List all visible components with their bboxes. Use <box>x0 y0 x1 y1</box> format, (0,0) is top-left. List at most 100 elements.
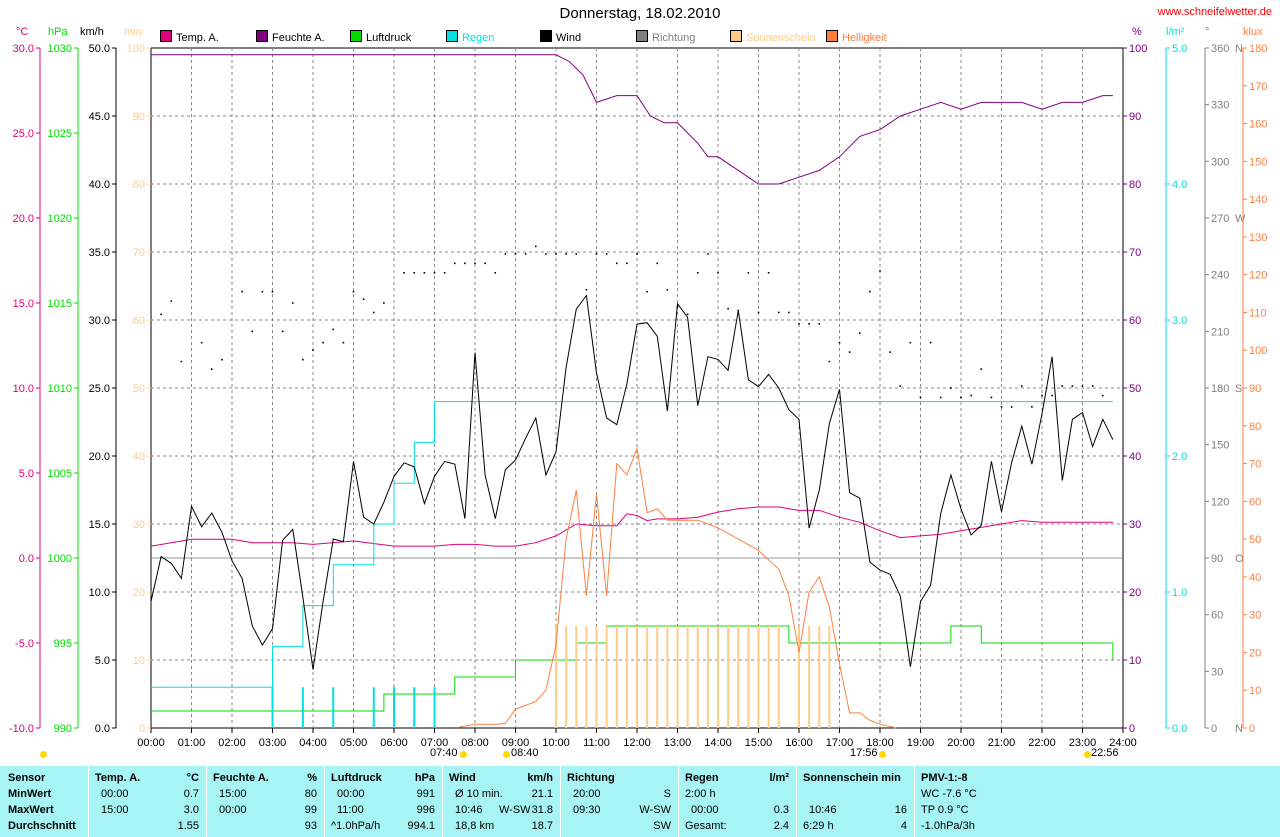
generated-sun-icon <box>40 751 47 758</box>
richtung-point <box>727 307 729 310</box>
stats-wind-avg: 18.7 <box>531 820 553 832</box>
richtung-point <box>433 271 436 274</box>
humidity-tick-label: 40 <box>1129 451 1141 463</box>
legend-temp-label: Temp. A. <box>176 32 219 44</box>
x-tick-label: 01:00 <box>178 737 206 749</box>
x-tick-label: 02:00 <box>218 737 246 749</box>
richtung-point <box>372 311 375 314</box>
richtung-point <box>1081 385 1084 387</box>
richtung-point <box>322 341 324 344</box>
stats-avg-label: Durchschnitt <box>8 820 76 832</box>
pressure-tick-label: 1030 <box>48 43 72 55</box>
richtung-point <box>899 385 902 387</box>
light-tick-label: 60 <box>1249 496 1261 508</box>
richtung-point <box>595 253 598 255</box>
richtung-point <box>362 298 365 301</box>
x-tick-label: 14:00 <box>704 737 732 749</box>
sun-tick-label: 10 <box>133 655 145 667</box>
richtung-point <box>777 311 780 314</box>
richtung-point <box>879 270 881 272</box>
humidity-tick-label: 30 <box>1129 519 1141 531</box>
sun-full-time: 08:40 <box>511 747 539 759</box>
stats-humidity-max-time: 00:00 <box>219 804 247 816</box>
sun-tick-label: 30 <box>133 519 145 531</box>
wind-tick-label: 15.0 <box>89 519 110 531</box>
wind-tick-label: 10.0 <box>89 587 110 599</box>
legend-wind: Wind <box>540 30 581 44</box>
legend-pressure-label: Luftdruck <box>366 32 412 44</box>
stats-col-humidity: Feuchte A. % 15:00 80 00:00 99 93 <box>206 766 325 837</box>
temp-tick-label: -10.0 <box>9 723 34 735</box>
legend-brightness: Helligkeit <box>826 30 887 44</box>
richtung-point <box>332 328 335 331</box>
moonset-icon <box>1084 751 1091 758</box>
stats-humidity-unit: % <box>307 772 317 784</box>
legend-rain: Regen <box>446 30 494 44</box>
richtung-point <box>443 271 446 274</box>
compass-label: S <box>1235 383 1242 395</box>
richtung-point <box>291 302 294 304</box>
richtung-point <box>808 322 810 325</box>
sun-tick-label: 90 <box>133 111 145 123</box>
richtung-point <box>352 290 355 293</box>
richtung-point <box>1091 385 1094 387</box>
legend-pressure-swatch <box>350 30 362 42</box>
x-tick-label: 09:00 <box>502 737 530 749</box>
stats-wind-max: 31.8 <box>531 804 553 816</box>
compass-label: W <box>1235 213 1246 225</box>
direction-tick-label: 270 <box>1211 213 1229 225</box>
stats-pressure-header: Luftdruck <box>331 772 382 784</box>
wind-tick-label: 20.0 <box>89 451 110 463</box>
stats-temp-min: 0.7 <box>183 788 199 800</box>
stats-col-pmv: PMV-1:-8 WC -7.6 °C TP 0.9 °C -1.0hPa/3h <box>914 766 1033 837</box>
richtung-point <box>342 341 345 344</box>
unit-wind: km/h <box>80 26 104 38</box>
helligkeit-line <box>458 446 897 729</box>
richtung-point <box>1101 394 1104 397</box>
stats-rain-header: Regen <box>685 772 719 784</box>
humidity-tick-label: 60 <box>1129 315 1141 327</box>
x-tick-label: 06:00 <box>380 737 408 749</box>
richtung-point <box>464 262 466 265</box>
stats-temp-header: Temp. A. <box>95 772 141 784</box>
x-tick-label: 08:00 <box>461 737 489 749</box>
richtung-point <box>1031 406 1033 408</box>
stats-pmv-pressure-trend: -1.0hPa/3h <box>921 820 975 832</box>
richtung-point <box>302 358 304 361</box>
richtung-point <box>636 253 638 255</box>
sunrise-time: 07:40 <box>430 747 458 759</box>
x-tick-label: 07:00 <box>421 737 449 749</box>
richtung-point <box>990 396 993 399</box>
legend-sunshine-swatch <box>730 30 742 42</box>
sun-tick-label: 20 <box>133 587 145 599</box>
x-tick-label: 22:00 <box>1028 737 1056 749</box>
temp-tick-label: 25.0 <box>13 128 34 140</box>
unit-direction: ° <box>1205 26 1210 38</box>
light-tick-label: 180 <box>1249 43 1267 55</box>
site-link[interactable]: www.schneifelwetter.de <box>1157 6 1272 18</box>
pressure-tick-label: 1005 <box>48 468 72 480</box>
legend-wind-swatch <box>540 30 552 42</box>
x-tick-label: 19:00 <box>907 737 935 749</box>
richtung-point <box>524 253 527 255</box>
stats-direction-header: Richtung <box>567 772 615 784</box>
richtung-point <box>160 313 162 316</box>
stats-sensor-header: Sensor <box>8 772 46 784</box>
direction-tick-label: 240 <box>1211 270 1229 282</box>
richtung-point <box>221 358 223 361</box>
legend-direction-swatch <box>636 30 648 42</box>
richtung-point <box>170 300 173 302</box>
stats-pmv-dewpoint: TP 0.9 °C <box>921 804 969 816</box>
stats-rain-unit: l/m² <box>769 772 789 784</box>
richtung-point <box>1051 394 1053 397</box>
light-tick-label: 130 <box>1249 232 1267 244</box>
humidity-tick-label: 100 <box>1129 43 1147 55</box>
stats-wind-unit: km/h <box>527 772 553 784</box>
richtung-point <box>200 341 203 344</box>
pressure-tick-label: 1010 <box>48 383 72 395</box>
legend-humidity: Feuchte A. <box>256 30 325 44</box>
sunrise-icon <box>460 751 467 758</box>
richtung-point <box>423 271 426 274</box>
x-tick-label: 17:00 <box>826 737 854 749</box>
stats-wind-max-dir: W-SW <box>499 804 531 816</box>
